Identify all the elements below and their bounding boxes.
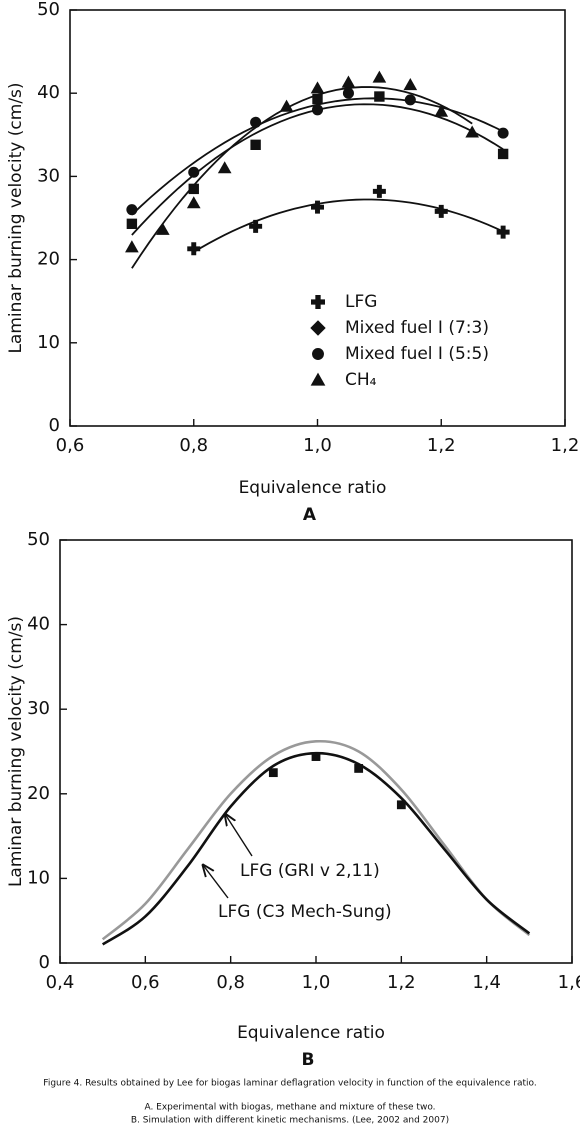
data-point (497, 148, 509, 160)
y-tick-label: 0 (39, 952, 50, 973)
x-tick-label: 1,4 (472, 972, 501, 993)
trend-line (193, 198, 504, 253)
legend-marker (310, 320, 326, 336)
data-point (310, 81, 325, 94)
x-tick-label: 0,8 (216, 972, 245, 993)
trend-line (131, 86, 473, 269)
trend-line (131, 103, 504, 236)
data-point (279, 99, 294, 112)
data-point (341, 75, 356, 88)
data-point (434, 204, 448, 218)
x-tick-label: 1,0 (303, 435, 332, 456)
data-point (396, 800, 406, 810)
y-tick-label: 40 (37, 82, 60, 103)
x-tick-label: 1,0 (302, 972, 331, 993)
y-tick-label: 10 (37, 332, 60, 353)
data-point (465, 125, 480, 138)
y-tick-label: 10 (27, 867, 50, 888)
x-tick-label: 0,6 (131, 972, 160, 993)
data-point (187, 242, 201, 256)
data-point (342, 87, 354, 99)
x-tick-label: 0,4 (46, 972, 75, 993)
data-point (268, 768, 278, 778)
data-point (374, 91, 385, 102)
data-point (126, 218, 138, 230)
y-tick-label: 30 (37, 165, 60, 186)
plot-frame (69, 9, 566, 427)
x-axis-title: Equivalence ratio (237, 1023, 385, 1043)
annotation-label: LFG (C3 Mech-Sung) (218, 902, 392, 922)
y-tick-label: 20 (27, 783, 50, 804)
y-tick-label: 50 (27, 529, 50, 550)
panel-label: B (302, 1050, 315, 1070)
x-tick-label: 1,2 (551, 435, 580, 456)
y-tick-label: 50 (37, 0, 60, 20)
caption-title: Figure 4. Results obtained by Lee for bi… (43, 1079, 536, 1089)
annotation-label: LFG (GRI v 2,11) (240, 861, 380, 881)
data-point (188, 183, 199, 195)
legend-marker (311, 295, 325, 309)
y-tick-label: 40 (27, 614, 50, 635)
data-point (250, 116, 262, 128)
caption-line: A. Experimental with biogas, methane and… (144, 1103, 435, 1113)
data-point (250, 139, 261, 150)
data-point (249, 219, 263, 233)
y-tick-label: 0 (49, 415, 60, 436)
data-point (188, 166, 200, 178)
data-point (311, 752, 321, 761)
legend-marker (310, 372, 326, 386)
chart-panel: 0 10 20 30 40 50 0,4 0,6 0,8 1,0 1,2 1,4 1,6 Laminar … (6, 529, 580, 1070)
annotation-arrow (203, 865, 229, 899)
y-tick-label: 30 (27, 698, 50, 719)
chart-panel: 0 10 20 30 40 50 0,6 0,8 1,0 1,2 1,2 Laminar burnin… (6, 0, 579, 525)
legend-label: Mixed fuel I (7:3) (345, 318, 489, 338)
x-tick-label: 0,6 (56, 435, 85, 456)
y-axis-title: Laminar burning velocity (cm/s) (6, 616, 26, 887)
x-tick-label: 0,8 (179, 435, 208, 456)
legend-label: Mixed fuel I (5:5) (345, 344, 489, 364)
data-point (497, 127, 509, 139)
data-point (126, 204, 138, 216)
x-tick-label: 1,2 (387, 972, 416, 993)
annotation-arrow (225, 814, 253, 857)
legend-marker (312, 348, 324, 360)
data-point (217, 161, 232, 174)
x-axis-title: Equivalence ratio (239, 478, 387, 498)
data-point (434, 104, 449, 117)
data-point (155, 222, 170, 235)
data-point (125, 240, 139, 253)
data-point (404, 94, 416, 106)
data-point (311, 200, 324, 214)
data-point (186, 196, 201, 209)
data-point (403, 78, 418, 91)
y-axis-title: Laminar burning velocity (cm/s) (6, 82, 26, 353)
panel-label: A (303, 505, 317, 525)
data-point (496, 225, 510, 239)
line-series (101, 739, 531, 941)
x-tick-label: 1,6 (558, 972, 580, 993)
legend-label: LFG (345, 292, 377, 312)
data-point (354, 764, 364, 773)
caption-line: B. Simulation with different kinetic mec… (131, 1116, 449, 1126)
y-tick-label: 20 (37, 249, 60, 270)
data-point (372, 70, 387, 83)
x-tick-label: 1,2 (427, 435, 456, 456)
data-point (311, 104, 324, 116)
plot-frame (59, 539, 573, 964)
legend-label: CH₄ (345, 370, 377, 390)
data-point (372, 184, 386, 198)
